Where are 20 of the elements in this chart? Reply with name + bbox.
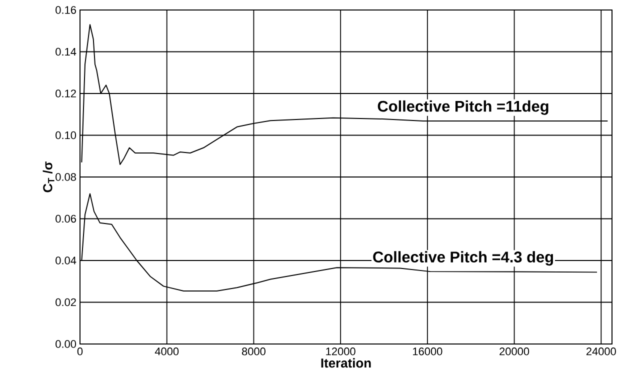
y-tick-label: 0.16 — [56, 6, 76, 14]
y-tick-label: 0.10 — [56, 131, 76, 140]
y-tick-label: 0.08 — [56, 173, 76, 181]
annotation: Collective Pitch =11deg — [378, 100, 548, 115]
x-tick-label: 24000 — [586, 348, 616, 356]
x-tick-label: 0 — [77, 348, 83, 356]
x-tick-label: 8000 — [242, 348, 266, 356]
y-axis-title: C$_{T}$ /σ — [42, 162, 54, 192]
x-tick-label: 16000 — [413, 348, 442, 356]
annotation: Collective Pitch =4.3 deg — [373, 251, 553, 266]
x-tick-label: 12000 — [326, 348, 356, 356]
y-tick-label: 0.00 — [56, 340, 76, 348]
y-tick-label: 0.06 — [56, 214, 76, 223]
y-tick-label: 0.04 — [56, 256, 76, 264]
y-tick-label: 0.02 — [56, 298, 76, 306]
x-axis-title: Iteration — [321, 358, 371, 368]
y-tick-label: 0.14 — [56, 48, 76, 56]
x-tick-label: 4000 — [154, 348, 179, 356]
y-tick-label: 0.12 — [56, 90, 76, 98]
x-tick-label: 20000 — [500, 348, 530, 356]
